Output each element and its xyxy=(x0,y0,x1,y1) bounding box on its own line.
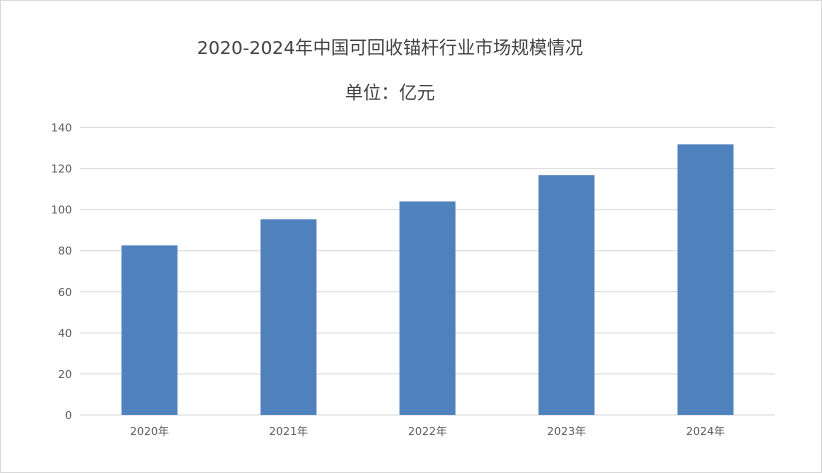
x-tick-label: 2023年 xyxy=(547,424,586,438)
y-tick-label: 40 xyxy=(58,327,72,340)
x-tick-label: 2022年 xyxy=(408,424,447,438)
bar xyxy=(538,175,595,415)
chart-subtitle: 单位：亿元 xyxy=(345,83,435,104)
bar xyxy=(399,201,456,415)
y-tick-label: 100 xyxy=(51,204,72,217)
chart-title: 2020-2024年中国可回收锚杆行业市场规模情况 xyxy=(196,38,584,59)
y-tick-label: 120 xyxy=(51,163,72,176)
y-tick-label: 20 xyxy=(58,368,72,381)
y-tick-label: 60 xyxy=(58,286,72,299)
x-tick-label: 2024年 xyxy=(686,424,725,438)
y-tick-label: 80 xyxy=(58,245,72,258)
bar xyxy=(260,219,317,415)
bar xyxy=(121,245,178,415)
bar xyxy=(677,144,734,415)
y-tick-label: 140 xyxy=(51,122,72,135)
x-tick-label: 2021年 xyxy=(269,424,308,438)
x-tick-label: 2020年 xyxy=(130,424,169,438)
y-tick-label: 0 xyxy=(65,409,72,422)
